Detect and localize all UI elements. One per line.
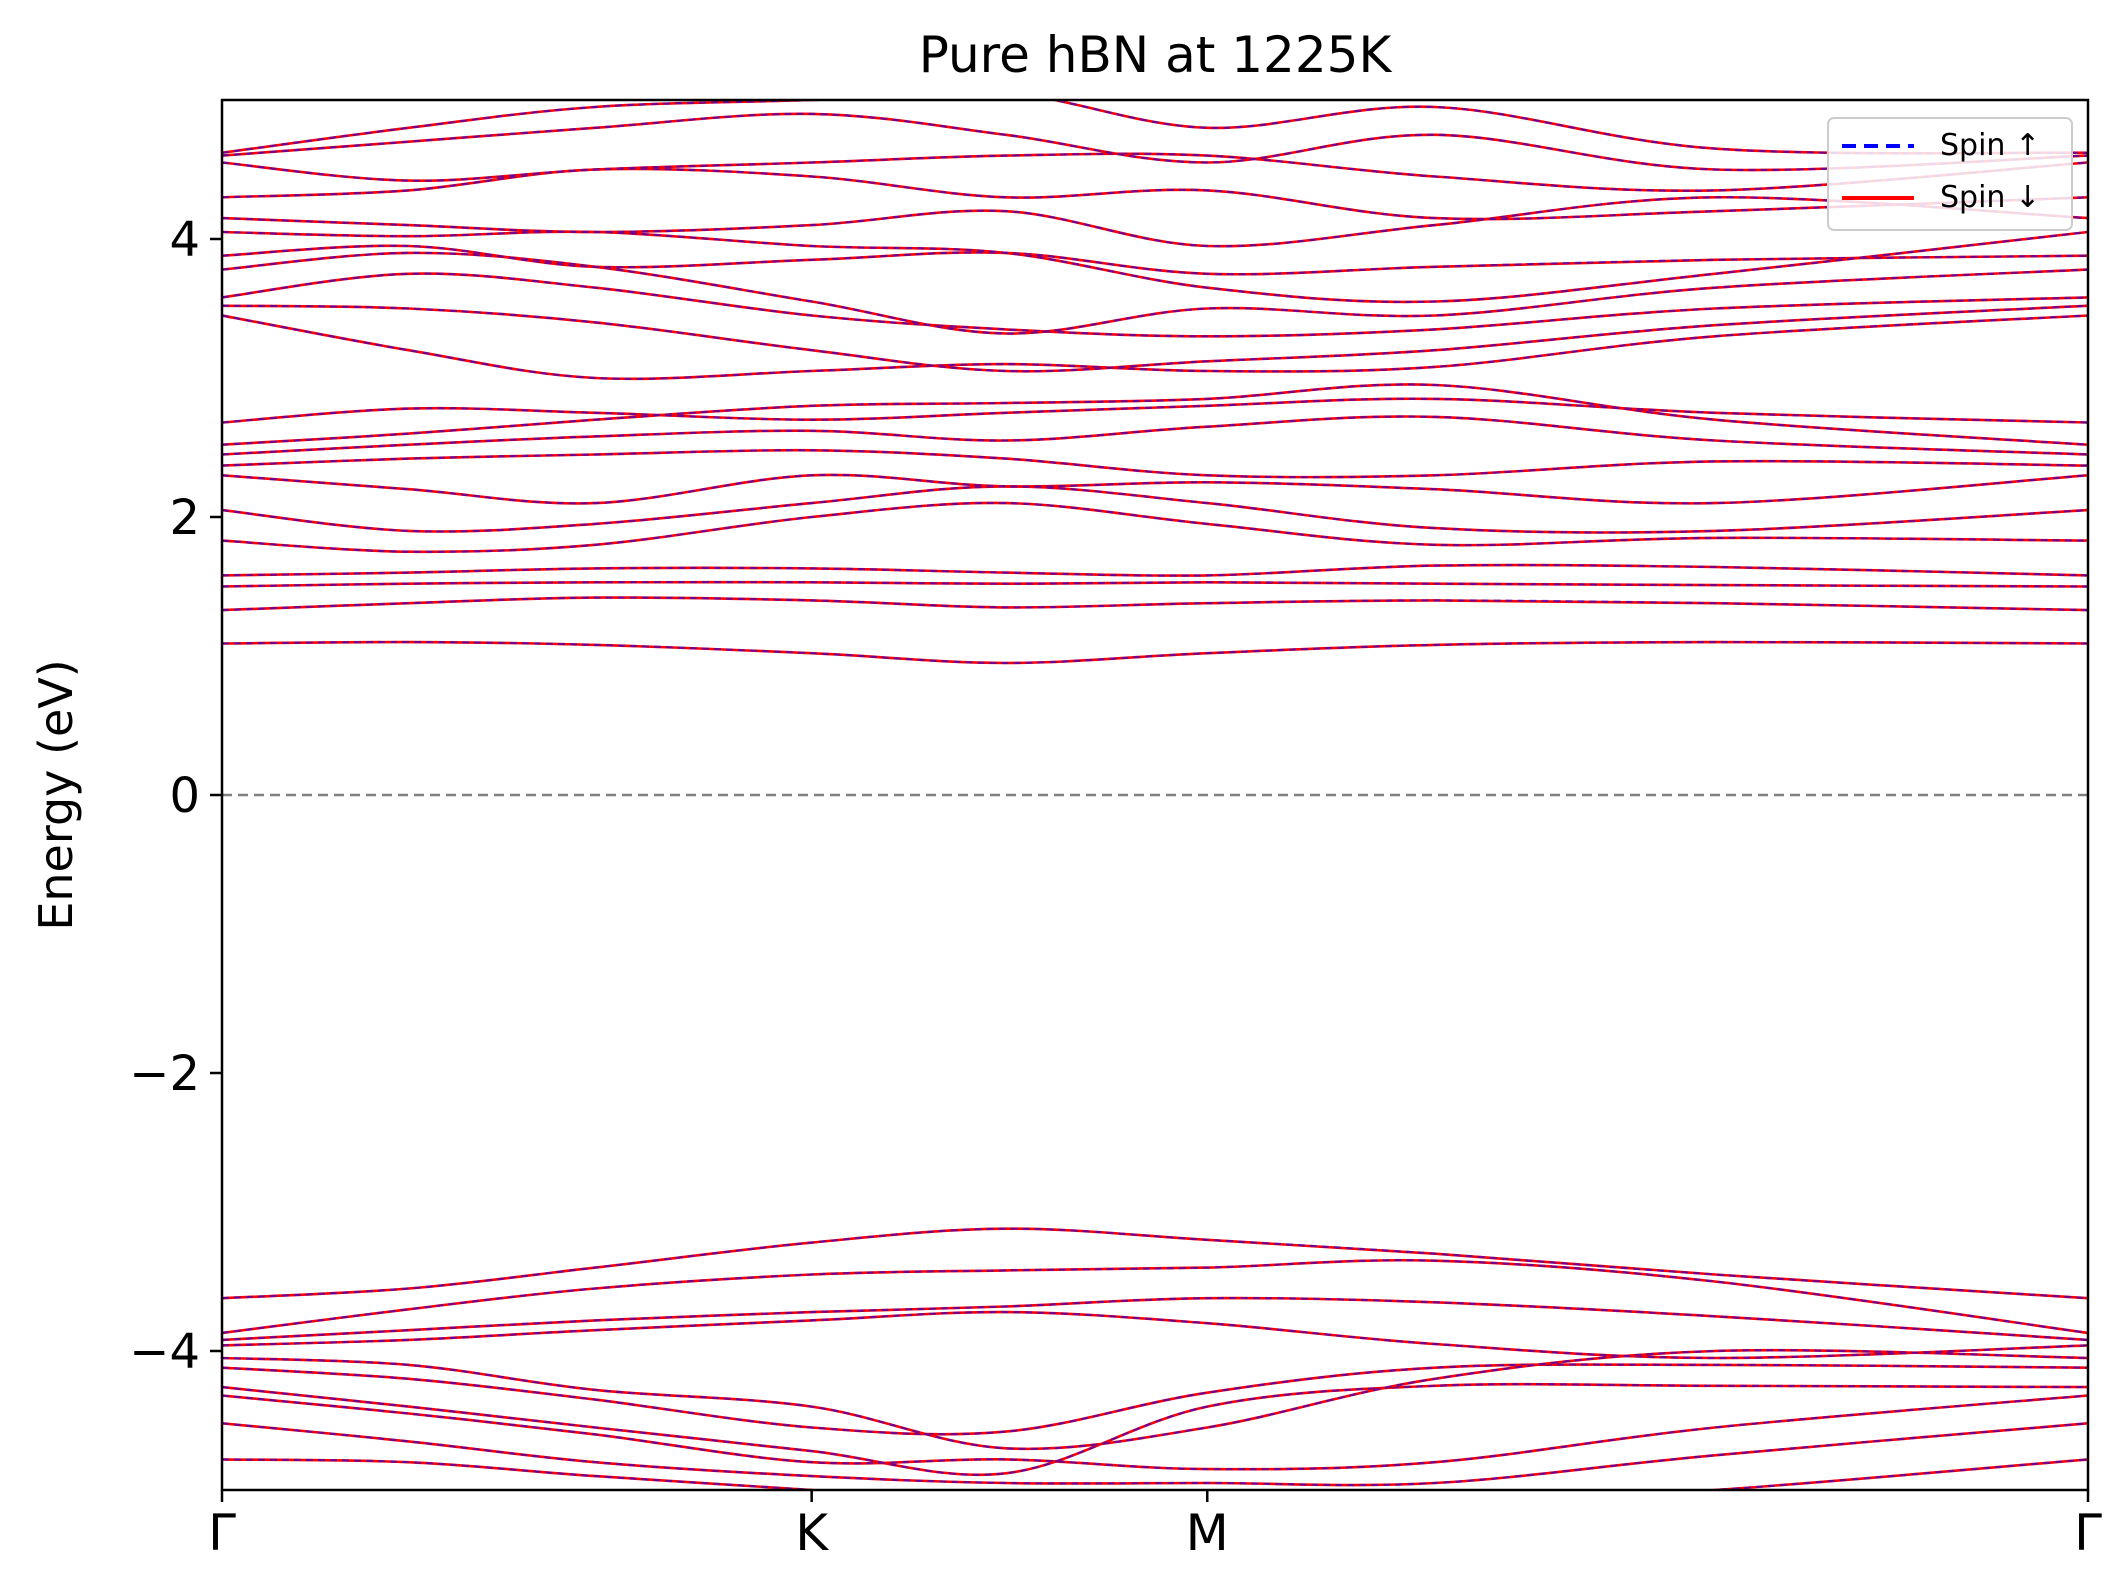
x-tick-label-3: Γ	[2074, 1504, 2102, 1562]
chart-title: Pure hBN at 1225K	[919, 26, 1393, 84]
band-20-spin-up-line	[222, 397, 2088, 424]
band-5-spin-up-line	[222, 1349, 2088, 1450]
band-11-spin-up-line	[222, 596, 2088, 612]
bands-layer	[222, 100, 2088, 1490]
band-9-spin-up-line	[222, 1227, 2088, 1300]
band-19-spin-up-line	[222, 383, 2088, 446]
band-24-spin-up-line	[222, 251, 2088, 335]
band-13-spin-up-line	[222, 563, 2088, 577]
ticks-layer: −4 −2 0 2 4 Γ K M Γ	[129, 212, 2102, 1562]
y-tick-label-4: 4	[169, 212, 200, 268]
y-tick-label-1: −2	[129, 1046, 200, 1102]
band-21-spin-up-line	[222, 314, 2088, 380]
band-6-spin-up-line	[222, 1310, 2088, 1360]
band-1-spin-up-line	[222, 1422, 2088, 1487]
y-tick-label-2: 0	[169, 768, 200, 824]
band-18-spin-up-line	[222, 415, 2088, 456]
plot-frame	[220, 98, 2090, 1492]
band-15-spin-up-line	[222, 485, 2088, 534]
band-4-spin-up-line	[222, 1363, 2088, 1436]
band-26-spin-up-line	[222, 230, 2088, 304]
band-10-spin-up-line	[222, 640, 2088, 665]
band-14-spin-up-line	[222, 501, 2088, 553]
band-23-spin-up-line	[222, 272, 2088, 338]
band-12-spin-up-line	[222, 581, 2088, 588]
band-29-spin-up-line	[222, 152, 2088, 192]
y-tick-label-0: −4	[129, 1324, 200, 1380]
band-0-spin-down-line	[222, 1458, 2088, 1490]
legend: Spin ↑ Spin ↓	[1827, 117, 2073, 231]
x-tick-label-2: M	[1186, 1504, 1229, 1562]
band-30-spin-up-line	[222, 112, 2088, 172]
x-tick-label-0: Γ	[208, 1504, 236, 1562]
legend-spin-up-label: Spin ↑	[1940, 128, 2040, 163]
legend-spin-down-label: Spin ↓	[1940, 180, 2040, 215]
y-axis-label: Energy (eV)	[29, 659, 83, 930]
band-8-spin-up-line	[222, 1259, 2088, 1334]
band-7-spin-up-line	[222, 1296, 2088, 1341]
band-31-spin-up-line	[222, 100, 2088, 155]
band-22-spin-up-line	[222, 304, 2088, 373]
band-2-spin-up-line	[222, 1394, 2088, 1471]
band-28-spin-up-line	[222, 167, 2088, 221]
band-3-spin-up-line	[222, 1383, 2088, 1476]
band-16-spin-up-line	[222, 473, 2088, 505]
x-tick-label-1: K	[795, 1504, 829, 1562]
band-25-spin-up-line	[222, 244, 2088, 276]
band-27-spin-up-line	[222, 196, 2088, 248]
band-17-spin-up-line	[222, 449, 2088, 479]
y-tick-label-3: 2	[169, 490, 200, 546]
